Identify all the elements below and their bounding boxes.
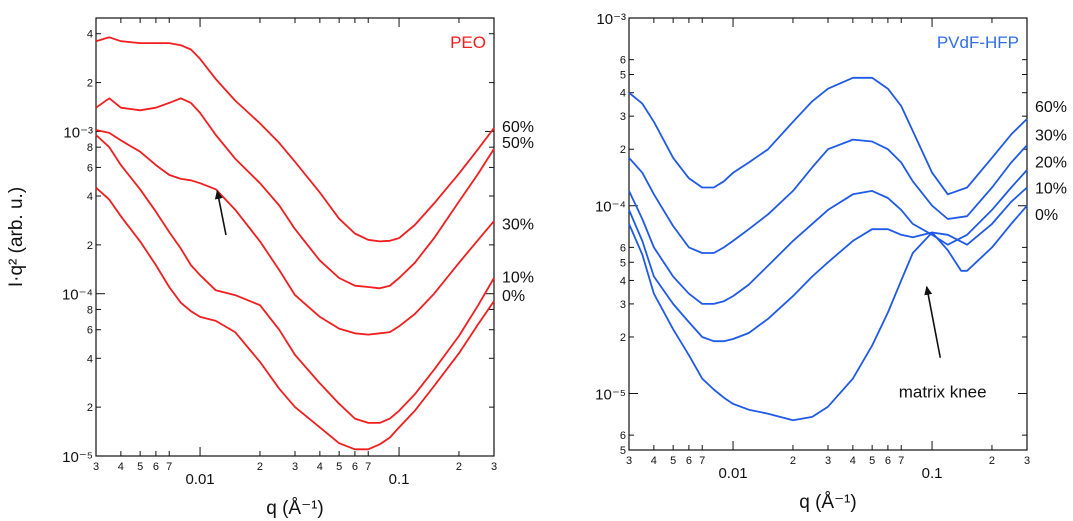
pvdf-hfp-panel-title: PVdF-HFP bbox=[937, 33, 1019, 52]
pvdf-hfp-panel: 3 4 5 6 70.012 3 4 5 6 70.12 35610⁻⁵2345610⁻⁴23456… bbox=[595, 11, 1067, 513]
pvdf-hfp-x-axis-title: q (Å⁻¹) bbox=[799, 492, 857, 513]
pvdf-hfp-x-tick-label: 7 bbox=[699, 455, 705, 467]
pvdf-hfp-y-tick-label: 10⁻⁴ bbox=[595, 199, 626, 216]
pvdf-hfp-series-label: 20% bbox=[1035, 155, 1067, 172]
pvdf-hfp-x-tick-label: 5 bbox=[869, 455, 875, 467]
peo-panel-title: PEO bbox=[450, 33, 486, 52]
peo-x-tick-label: 4 bbox=[317, 461, 323, 473]
peo-series-line-10pct bbox=[95, 134, 495, 424]
peo-y-tick-label: 2 bbox=[87, 240, 93, 252]
peo-x-tick-label: 6 bbox=[352, 461, 358, 473]
pvdf-hfp-y-tick-label: 2 bbox=[620, 332, 626, 344]
pvdf-hfp-x-tick-label: 4 bbox=[651, 455, 657, 467]
peo-series-line-0pct bbox=[95, 187, 495, 451]
peo-x-tick-label: 2 bbox=[456, 461, 462, 473]
peo-panel: 3 4 5 6 70.012 3 4 5 6 70.12 310⁻⁵246810⁻⁴246810⁻³… bbox=[6, 17, 534, 519]
peo-x-tick-label: 5 bbox=[137, 461, 143, 473]
peo-y-tick-label: 2 bbox=[87, 402, 93, 414]
peo-y-tick-label: 10⁻⁵ bbox=[62, 449, 93, 466]
pvdf-hfp-y-tick-label: 4 bbox=[620, 88, 626, 100]
pvdf-hfp-annotation-text: matrix knee bbox=[899, 383, 987, 402]
peo-y-tick-label: 8 bbox=[87, 142, 93, 154]
pvdf-hfp-y-tick-label: 3 bbox=[620, 111, 626, 123]
pvdf-hfp-series-label: 0% bbox=[1035, 207, 1058, 224]
pvdf-hfp-x-tick-label: 3 bbox=[626, 455, 632, 467]
peo-series-line-60pct bbox=[95, 36, 495, 243]
peo-x-tick-label: 0.01 bbox=[185, 471, 214, 488]
peo-x-tick-label: 0.1 bbox=[389, 471, 410, 488]
pvdf-hfp-x-tick-label: 3 bbox=[1024, 455, 1030, 467]
peo-x-tick-label: 7 bbox=[365, 461, 371, 473]
peo-y-tick-label: 2 bbox=[87, 78, 93, 90]
peo-y-tick-label: 4 bbox=[87, 191, 93, 203]
peo-series-label: 60% bbox=[502, 119, 534, 136]
pvdf-hfp-series-label: 30% bbox=[1035, 127, 1067, 144]
peo-series-label: 30% bbox=[502, 217, 534, 234]
pvdf-hfp-x-tick-label: 2 bbox=[989, 455, 995, 467]
pvdf-hfp-y-tick-label: 5 bbox=[620, 70, 626, 82]
pvdf-hfp-y-tick-label: 10⁻³ bbox=[596, 11, 626, 28]
peo-x-tick-label: 7 bbox=[166, 461, 172, 473]
pvdf-hfp-y-tick-label: 5 bbox=[620, 257, 626, 269]
pvdf-hfp-annotation-arrow bbox=[924, 285, 942, 358]
peo-series-line-50pct bbox=[95, 97, 495, 290]
peo-series-label: 50% bbox=[502, 135, 534, 152]
peo-x-axis-title: q (Å⁻¹) bbox=[266, 498, 324, 519]
pvdf-hfp-x-tick-label: 0.1 bbox=[922, 465, 943, 482]
pvdf-hfp-x-tick-label: 5 bbox=[670, 455, 676, 467]
pvdf-hfp-x-tick-label: 7 bbox=[898, 455, 904, 467]
pvdf-hfp-y-tick-label: 10⁻⁵ bbox=[595, 386, 626, 403]
pvdf-hfp-series-line-30pct bbox=[628, 138, 1028, 254]
peo-series-label: 0% bbox=[502, 288, 525, 305]
peo-x-tick-label: 3 bbox=[93, 461, 99, 473]
peo-y-axis-title: I·q² (arb. u.) bbox=[6, 187, 27, 287]
peo-x-tick-label: 6 bbox=[153, 461, 159, 473]
pvdf-hfp-y-tick-label: 5 bbox=[620, 445, 626, 457]
pvdf-hfp-x-tick-label: 6 bbox=[686, 455, 692, 467]
pvdf-hfp-x-tick-label: 3 bbox=[825, 455, 831, 467]
peo-y-tick-label: 10⁻³ bbox=[63, 124, 93, 141]
pvdf-hfp-series-line-20pct bbox=[628, 169, 1028, 305]
peo-x-tick-label: 4 bbox=[118, 461, 124, 473]
pvdf-hfp-y-tick-label: 4 bbox=[620, 275, 626, 287]
peo-y-tick-label: 6 bbox=[87, 325, 93, 337]
pvdf-hfp-y-tick-label: 6 bbox=[620, 430, 626, 442]
pvdf-hfp-x-tick-label: 0.01 bbox=[718, 465, 747, 482]
peo-x-tick-label: 3 bbox=[491, 461, 497, 473]
pvdf-hfp-series-label: 10% bbox=[1035, 181, 1067, 198]
pvdf-hfp-x-tick-label: 4 bbox=[850, 455, 856, 467]
peo-y-tick-label: 4 bbox=[87, 29, 93, 41]
pvdf-hfp-x-tick-label: 6 bbox=[885, 455, 891, 467]
pvdf-hfp-series-line-10pct bbox=[628, 186, 1028, 343]
pvdf-hfp-y-tick-label: 2 bbox=[620, 144, 626, 156]
peo-y-tick-label: 8 bbox=[87, 304, 93, 316]
peo-series-label: 10% bbox=[502, 269, 534, 286]
pvdf-hfp-x-tick-label: 2 bbox=[790, 455, 796, 467]
peo-y-tick-label: 4 bbox=[87, 353, 93, 365]
pvdf-hfp-y-tick-label: 6 bbox=[620, 242, 626, 254]
pvdf-hfp-series-line-0pct bbox=[628, 205, 1028, 422]
pvdf-hfp-y-tick-label: 3 bbox=[620, 299, 626, 311]
pvdf-hfp-series-label: 60% bbox=[1035, 99, 1067, 116]
peo-series-line-30pct bbox=[95, 129, 495, 336]
peo-x-tick-label: 5 bbox=[336, 461, 342, 473]
peo-y-tick-label: 10⁻⁴ bbox=[62, 287, 93, 304]
pvdf-hfp-y-tick-label: 6 bbox=[620, 55, 626, 67]
peo-x-tick-label: 2 bbox=[257, 461, 263, 473]
pvdf-hfp-series-line-60pct bbox=[628, 76, 1028, 196]
peo-x-tick-label: 3 bbox=[292, 461, 298, 473]
peo-y-tick-label: 6 bbox=[87, 162, 93, 174]
peo-annotation-arrow bbox=[214, 189, 227, 236]
